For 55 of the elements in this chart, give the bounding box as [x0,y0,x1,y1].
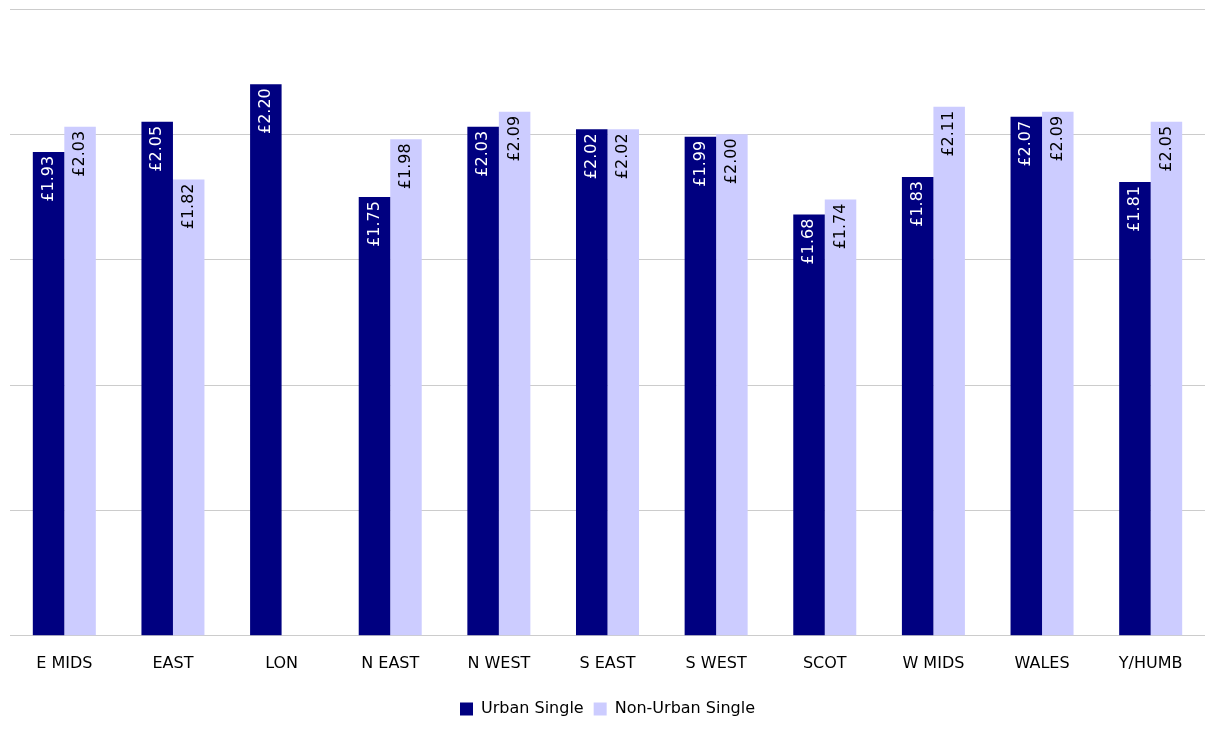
data-label: £2.02 [612,133,632,180]
data-label: £1.74 [829,203,849,250]
data-label: £2.07 [1015,120,1035,167]
bar [933,106,965,636]
x-tick-label: SCOT [802,652,847,672]
data-label: £2.11 [938,110,958,157]
bar [390,139,422,636]
data-label: £2.03 [472,130,492,177]
data-label: £1.68 [798,218,818,265]
bar [64,126,96,636]
data-label: £1.98 [395,143,415,190]
x-tick-label: W MIDS [902,652,965,672]
x-tick-label: S EAST [579,652,636,672]
bar [1010,116,1043,636]
bar [576,129,608,636]
data-label: £1.93 [37,155,57,202]
x-tick-label: EAST [152,652,194,672]
bar [901,176,934,636]
x-tick-label: S WEST [685,652,747,672]
bar [250,84,282,636]
data-label: £1.75 [363,201,383,247]
bar [607,129,640,636]
bar [467,126,499,636]
x-tick-label: WALES [1014,652,1070,672]
data-label: £2.20 [254,88,274,135]
bar [1042,111,1074,636]
data-label: £1.99 [689,140,709,187]
data-label: £1.82 [177,183,197,230]
data-label: £2.05 [1155,125,1175,172]
bar [1119,182,1151,636]
bar [1150,121,1183,636]
bar [716,134,748,636]
x-tick-label: N EAST [361,652,420,672]
x-tick-label: Y/HUMB [1117,652,1183,672]
x-tick-label: LON [265,652,299,672]
x-tick-label: N WEST [467,652,531,672]
data-label: £2.05 [146,125,166,172]
data-label: £2.02 [580,133,600,180]
data-label: £2.09 [1046,115,1066,162]
bar [141,121,173,636]
data-label: £2.03 [69,130,89,177]
bar [32,151,65,636]
bar [793,214,825,636]
bar [824,199,857,636]
data-label: £1.83 [906,180,926,227]
legend-label: Urban Single [481,698,584,718]
data-label: £2.09 [503,115,523,162]
bar [684,136,717,636]
data-label: £1.81 [1124,186,1144,232]
x-tick-label: E MIDS [36,652,93,672]
legend-label: Non-Urban Single [614,698,756,718]
data-label: £2.00 [721,138,741,185]
bar [172,179,205,636]
bar [358,197,391,636]
bar [498,111,531,636]
